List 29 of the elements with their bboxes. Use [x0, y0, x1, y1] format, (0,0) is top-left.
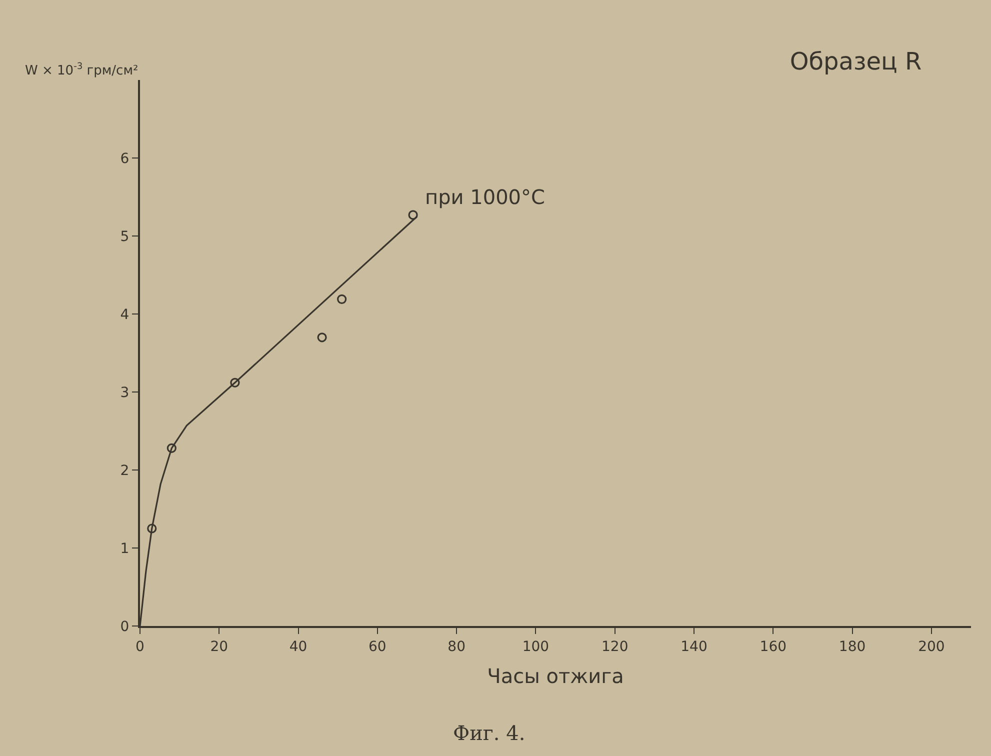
x-tick-label: 200	[918, 638, 945, 655]
x-tick-label: 140	[680, 638, 708, 655]
x-axis-title: Часы отжига	[487, 664, 624, 688]
x-tick-label: 0	[136, 638, 144, 655]
annotation: при 1000°C	[425, 185, 545, 209]
point	[337, 294, 347, 304]
y-tick-label: 4	[120, 306, 130, 323]
point	[230, 378, 240, 388]
y-tick-label: 6	[120, 150, 130, 167]
point	[166, 443, 176, 453]
y-tick-label: 2	[120, 462, 130, 479]
point	[408, 210, 418, 220]
point	[147, 524, 157, 534]
y-tick-label: 3	[120, 384, 130, 401]
text: Фиг. 4.	[453, 721, 526, 745]
x-tick-label: 80	[448, 638, 466, 655]
x-tick-label: 20	[210, 638, 228, 655]
x-tick-label: 40	[289, 638, 308, 655]
y-tick-label: 0	[120, 618, 130, 635]
x-tick-label: 100	[522, 638, 550, 655]
y-tick-label: 1	[120, 540, 130, 557]
x-tick-label: 160	[760, 638, 787, 655]
point	[317, 332, 327, 342]
y-axis-title: W × 10$^{-3}$ грм/см²	[25, 62, 138, 78]
chart-title: Образец R	[790, 48, 922, 76]
x-tick-label: 120	[601, 638, 628, 655]
x-tick-label: 60	[368, 638, 386, 655]
x-tick-label: 180	[838, 638, 866, 655]
y-tick-label: 5	[120, 228, 130, 245]
